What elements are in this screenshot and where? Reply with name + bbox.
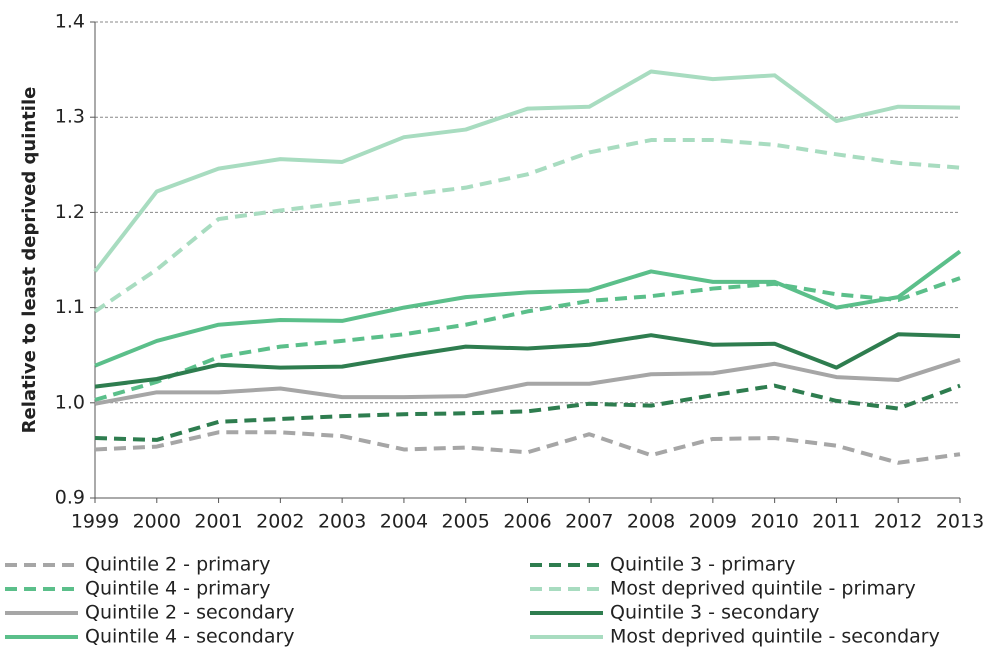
x-tick-label: 2011 bbox=[812, 511, 860, 533]
x-tick-label: 2007 bbox=[565, 511, 613, 533]
y-tick-label: 1.4 bbox=[55, 11, 85, 33]
x-tick-label: 2005 bbox=[442, 511, 490, 533]
y-tick-label: 1.3 bbox=[55, 106, 85, 128]
series-line bbox=[94, 358, 961, 406]
y-tick-label: 1.0 bbox=[55, 391, 85, 413]
x-tick-label: 2004 bbox=[380, 511, 428, 533]
legend-label: Quintile 2 - secondary bbox=[85, 602, 295, 624]
x-tick-label: 2006 bbox=[503, 511, 551, 533]
y-tick-label: 0.9 bbox=[55, 487, 85, 509]
x-tick-label: 2003 bbox=[318, 511, 366, 533]
y-tick-label: 1.1 bbox=[55, 296, 85, 318]
series-line bbox=[94, 430, 961, 465]
legend-label: Quintile 4 - secondary bbox=[85, 626, 295, 648]
y-tick-label: 1.2 bbox=[55, 201, 85, 223]
x-tick-label: 2001 bbox=[194, 511, 242, 533]
series-line bbox=[94, 332, 961, 389]
series-line bbox=[94, 383, 961, 442]
legend-label: Quintile 3 - secondary bbox=[610, 602, 820, 624]
legend-label: Quintile 3 - primary bbox=[610, 554, 795, 576]
legend-label: Most deprived quintile - primary bbox=[610, 578, 916, 600]
series-line bbox=[94, 249, 962, 368]
x-tick-label: 2009 bbox=[689, 511, 737, 533]
legend-label: Most deprived quintile - secondary bbox=[610, 626, 940, 648]
x-tick-label: 2008 bbox=[627, 511, 675, 533]
legend-label: Quintile 4 - primary bbox=[85, 578, 270, 600]
x-tick-label: 2002 bbox=[256, 511, 304, 533]
series-line bbox=[94, 276, 961, 402]
y-axis-label: Relative to least deprived quintile bbox=[19, 87, 40, 434]
x-tick-label: 1999 bbox=[71, 511, 119, 533]
x-tick-label: 2000 bbox=[133, 511, 181, 533]
x-tick-label: 2010 bbox=[750, 511, 798, 533]
x-tick-label: 2012 bbox=[874, 511, 922, 533]
series-line bbox=[93, 138, 961, 314]
x-tick-label: 2013 bbox=[936, 511, 984, 533]
legend-label: Quintile 2 - primary bbox=[85, 554, 270, 576]
series-line bbox=[93, 69, 961, 273]
